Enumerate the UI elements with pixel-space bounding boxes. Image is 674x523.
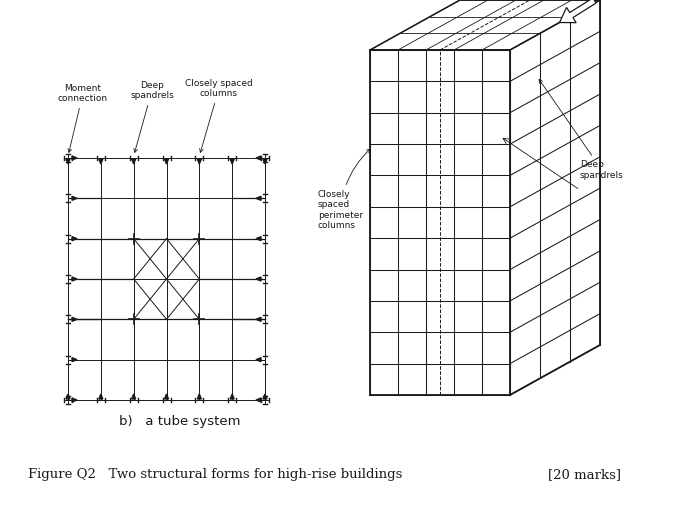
- Polygon shape: [72, 156, 77, 160]
- Text: Figure Q2   Two structural forms for high-rise buildings: Figure Q2 Two structural forms for high-…: [28, 468, 402, 481]
- Polygon shape: [72, 398, 77, 402]
- Polygon shape: [256, 237, 261, 241]
- Polygon shape: [131, 159, 135, 164]
- Polygon shape: [197, 159, 202, 164]
- Polygon shape: [72, 196, 77, 200]
- Polygon shape: [559, 0, 596, 22]
- Text: [20 marks]: [20 marks]: [548, 468, 621, 481]
- Polygon shape: [370, 0, 600, 50]
- Text: Closely spaced
columns: Closely spaced columns: [185, 78, 253, 152]
- Polygon shape: [164, 159, 168, 164]
- Polygon shape: [256, 358, 261, 362]
- Polygon shape: [131, 394, 135, 399]
- Polygon shape: [164, 394, 168, 399]
- Polygon shape: [66, 394, 70, 399]
- Polygon shape: [72, 317, 77, 321]
- Polygon shape: [256, 317, 261, 321]
- Polygon shape: [72, 237, 77, 241]
- Polygon shape: [72, 277, 77, 281]
- Text: Moment
connection: Moment connection: [58, 84, 108, 152]
- Polygon shape: [263, 394, 267, 399]
- Polygon shape: [99, 159, 103, 164]
- Text: Deep
spandrels: Deep spandrels: [130, 81, 174, 152]
- Polygon shape: [256, 156, 261, 160]
- Polygon shape: [230, 159, 234, 164]
- Polygon shape: [256, 277, 261, 281]
- Polygon shape: [256, 398, 261, 402]
- Text: Deep
spandrels: Deep spandrels: [539, 79, 623, 180]
- Polygon shape: [66, 159, 70, 164]
- Polygon shape: [72, 358, 77, 362]
- Polygon shape: [197, 394, 202, 399]
- Polygon shape: [256, 196, 261, 200]
- Polygon shape: [263, 159, 267, 164]
- Text: Closely
spaced
perimeter
columns: Closely spaced perimeter columns: [318, 149, 370, 230]
- Polygon shape: [230, 394, 234, 399]
- Polygon shape: [99, 394, 103, 399]
- Text: b)   a tube system: b) a tube system: [119, 415, 241, 428]
